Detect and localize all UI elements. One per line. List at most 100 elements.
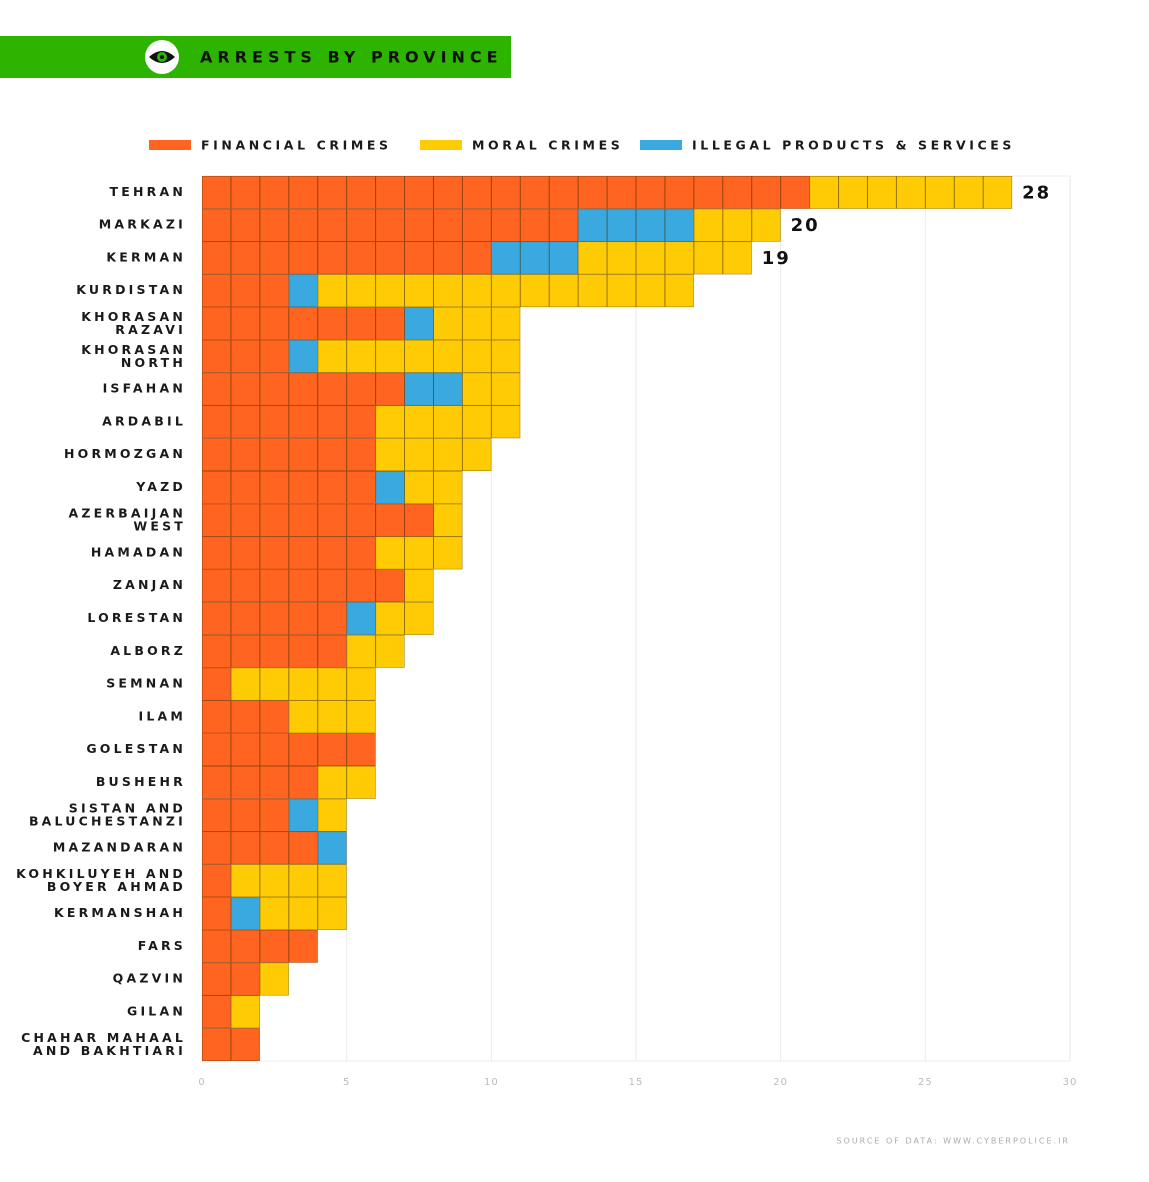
bar-segment [202, 602, 347, 635]
bar-segment [202, 471, 376, 504]
bar-segment [317, 766, 376, 799]
category-label: SISTAN AND BALUCHESTANZI [29, 800, 186, 828]
x-tick-label: 5 [343, 1077, 350, 1088]
category-label: KERMAN [106, 249, 186, 264]
legend-label: FINANCIAL CRIMES [201, 138, 392, 153]
bar-segment [375, 438, 492, 471]
bar-segment [202, 569, 405, 603]
category-label: KURDISTAN [76, 282, 186, 297]
category-label: ILAM [138, 708, 186, 723]
bar-segment [202, 208, 579, 242]
bar-segment [202, 897, 231, 930]
total-label: 20 [791, 215, 820, 236]
bar-segment [288, 339, 318, 373]
category-label: MAZANDARAN [53, 839, 186, 854]
bar-segment [288, 798, 318, 832]
category-label: TEHRAN [110, 184, 187, 199]
category-label: AZERBAIJAN WEST [68, 505, 186, 533]
bar-segment [462, 372, 521, 406]
bar-segment [202, 176, 810, 209]
bar-segment [202, 274, 289, 308]
bar-segment [202, 962, 260, 996]
bar-segment [578, 208, 694, 242]
category-label: KERMANSHAH [54, 905, 186, 920]
category-label: QAZVIN [113, 971, 186, 986]
legend-swatch [640, 140, 682, 150]
bar-segment [317, 339, 521, 373]
bar-segment [317, 831, 347, 865]
total-label: 28 [1022, 182, 1051, 203]
bar-segment [202, 798, 289, 832]
category-label: CHAHAR MAHAAL AND BAKHTIARI [21, 1030, 186, 1058]
x-tick-label: 10 [484, 1077, 499, 1088]
bar-segment [491, 241, 579, 275]
bar-segment [202, 438, 376, 471]
bar-segment [202, 1028, 260, 1061]
bar-segment [202, 733, 376, 766]
category-label: YAZD [135, 479, 186, 494]
header-bar [0, 36, 511, 78]
category-label: KHORASAN NORTH [81, 341, 186, 369]
eye-pupil [160, 55, 164, 59]
bar-segment [578, 241, 752, 275]
bar-segment [317, 798, 347, 832]
legend-swatch [149, 140, 191, 150]
category-label: BUSHEHR [96, 774, 186, 789]
bar-segment [202, 372, 405, 406]
bar-segment [202, 241, 492, 275]
category-label: HAMADAN [91, 544, 186, 559]
bar-segment [404, 307, 434, 340]
bar-segment [202, 929, 318, 963]
bar-segment [375, 471, 405, 504]
category-label: SEMNAN [106, 676, 186, 691]
bar-segment [433, 307, 521, 340]
bar-segment [230, 995, 260, 1029]
category-label: LORESTAN [87, 610, 186, 625]
bar-segment [202, 995, 231, 1029]
bar-segment [317, 274, 694, 308]
bar-segment [202, 536, 376, 570]
bar-segment [230, 667, 376, 701]
source-note: SOURCE OF DATA: WWW.CYBERPOLICE.IR [836, 1137, 1070, 1146]
bar-segment [202, 831, 318, 865]
chart-title: ARRESTS BY PROVINCE [200, 48, 503, 67]
bar-segment [202, 307, 405, 340]
bar-segment [404, 372, 463, 406]
category-label: GILAN [127, 1003, 186, 1018]
bar-segment [809, 176, 1013, 209]
bar-segment [202, 864, 231, 898]
bar-segment [288, 274, 318, 308]
category-label: KHORASAN RAZAVI [81, 309, 186, 337]
bar-segment [346, 602, 376, 635]
category-label: GOLESTAN [86, 741, 186, 756]
bar-segment [230, 897, 260, 930]
bar-segment [433, 503, 463, 537]
bar-segment [375, 536, 463, 570]
bar-segment [230, 864, 347, 898]
bar-segment [202, 339, 289, 373]
x-tick-label: 25 [918, 1077, 933, 1088]
category-label: ISFAHAN [103, 381, 186, 396]
bar-segment [202, 667, 231, 701]
legend-label: ILLEGAL PRODUCTS & SERVICES [692, 138, 1015, 153]
bar-segment [346, 634, 405, 668]
bar-segment [202, 634, 347, 668]
bar-segment [259, 962, 289, 996]
bar-segment [202, 766, 318, 799]
total-label: 19 [762, 248, 791, 269]
bar-segment [404, 471, 463, 504]
category-label: FARS [138, 938, 186, 953]
legend-label: MORAL CRIMES [472, 138, 623, 153]
bar-segment [693, 208, 781, 242]
category-label: ZANJAN [113, 577, 186, 592]
bar-segment [404, 569, 434, 603]
category-label: MARKAZI [99, 217, 186, 232]
bar-segment [375, 405, 521, 439]
bar-segment [202, 700, 289, 734]
legend-swatch [420, 140, 462, 150]
bar-segment [375, 602, 434, 635]
x-tick-label: 15 [629, 1077, 644, 1088]
x-tick-label: 20 [773, 1077, 788, 1088]
category-label: HORMOZGAN [64, 446, 186, 461]
